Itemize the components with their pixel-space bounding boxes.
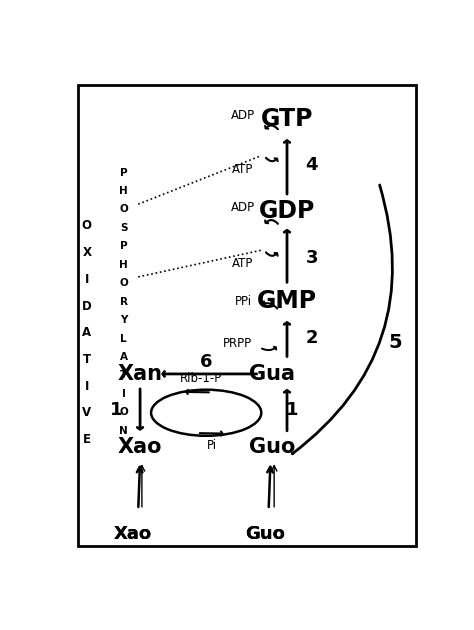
- Text: Xan: Xan: [118, 364, 163, 384]
- Text: Xao: Xao: [114, 525, 152, 543]
- Text: ADP: ADP: [231, 201, 255, 214]
- Text: I: I: [122, 389, 126, 399]
- Text: L: L: [120, 333, 127, 343]
- Text: P: P: [120, 168, 128, 178]
- Text: 4: 4: [305, 156, 318, 175]
- Text: O: O: [119, 278, 128, 288]
- Text: Rib-1-P: Rib-1-P: [180, 372, 222, 385]
- Text: T: T: [83, 353, 91, 366]
- Text: 3: 3: [305, 248, 318, 266]
- Text: E: E: [83, 433, 91, 446]
- Text: R: R: [119, 297, 128, 307]
- Text: 6: 6: [200, 353, 212, 371]
- Text: P: P: [120, 241, 128, 251]
- Text: GDP: GDP: [259, 200, 315, 224]
- Text: S: S: [120, 223, 128, 233]
- Text: T: T: [120, 370, 127, 381]
- FancyBboxPatch shape: [78, 85, 416, 546]
- Text: D: D: [82, 299, 91, 312]
- Text: PRPP: PRPP: [223, 337, 252, 350]
- Text: GTP: GTP: [261, 107, 313, 131]
- Text: O: O: [119, 205, 128, 214]
- Text: Guo: Guo: [245, 525, 285, 543]
- Text: O: O: [119, 407, 128, 417]
- Text: I: I: [85, 379, 89, 392]
- Text: Pi: Pi: [207, 440, 217, 452]
- Text: Y: Y: [120, 315, 127, 325]
- Text: A: A: [119, 352, 128, 362]
- Text: Xao: Xao: [114, 525, 152, 543]
- Text: N: N: [119, 426, 128, 436]
- Text: 5: 5: [389, 333, 402, 352]
- Text: ADP: ADP: [231, 109, 255, 122]
- FancyArrowPatch shape: [292, 185, 392, 454]
- Text: PPi: PPi: [235, 295, 252, 307]
- Text: I: I: [85, 273, 89, 286]
- Text: Xao: Xao: [118, 437, 162, 457]
- Text: A: A: [82, 326, 91, 339]
- Text: H: H: [119, 186, 128, 196]
- Text: Gua: Gua: [249, 364, 295, 384]
- Text: 2: 2: [305, 329, 318, 346]
- Text: Guo: Guo: [245, 525, 285, 543]
- Text: Guo: Guo: [249, 437, 295, 457]
- Text: O: O: [82, 219, 92, 232]
- Text: H: H: [119, 260, 128, 270]
- Text: 1: 1: [110, 401, 122, 420]
- Text: ATP: ATP: [232, 257, 254, 270]
- Text: ATP: ATP: [232, 163, 254, 176]
- Text: X: X: [82, 246, 91, 259]
- Text: V: V: [82, 406, 91, 419]
- Text: 1: 1: [286, 401, 299, 420]
- Text: GMP: GMP: [257, 289, 317, 313]
